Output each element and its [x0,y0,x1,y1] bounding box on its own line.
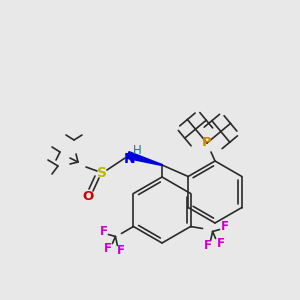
Text: O: O [82,190,94,203]
Text: F: F [217,237,225,250]
Text: F: F [220,220,229,233]
Text: N: N [124,152,136,166]
Text: H: H [133,143,141,157]
Text: F: F [204,239,212,252]
Polygon shape [127,152,162,166]
Text: F: F [99,225,107,238]
Text: F: F [103,242,111,255]
Text: P: P [202,136,212,149]
Text: F: F [116,244,124,257]
Text: S: S [97,166,107,180]
